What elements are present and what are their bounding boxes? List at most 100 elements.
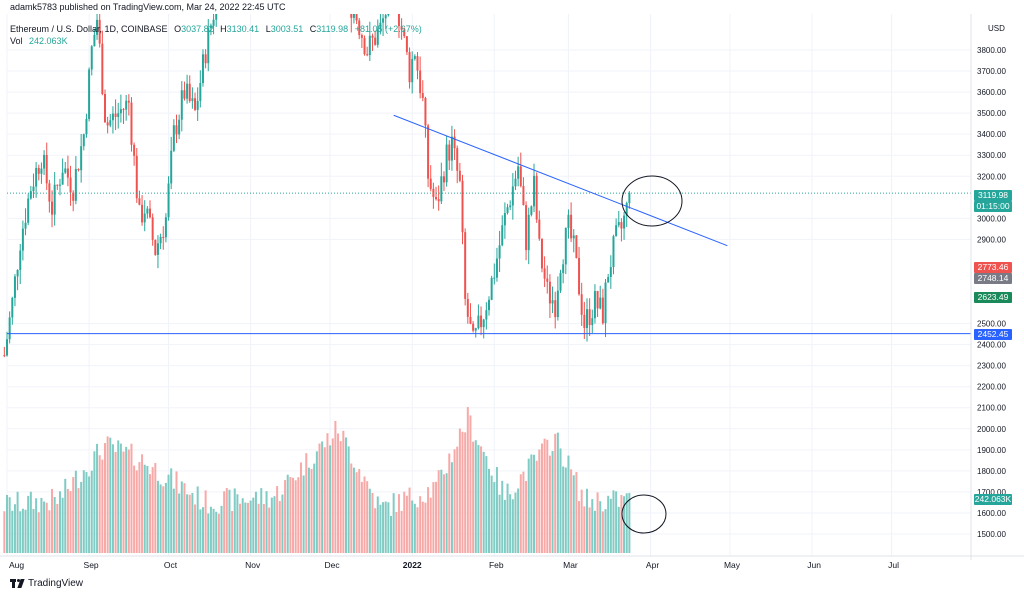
volume-bar	[384, 501, 387, 553]
volume-bar	[315, 451, 318, 553]
volume-bar	[511, 499, 514, 553]
candle-body	[143, 213, 146, 223]
currency-label[interactable]: USD	[988, 24, 1005, 33]
candle-body	[593, 291, 596, 319]
y-tick-label: 1800.00	[977, 467, 1006, 476]
candle-body	[8, 317, 11, 340]
candle-body	[151, 217, 154, 240]
volume-bar	[509, 494, 512, 553]
candle-body	[51, 201, 54, 215]
volume-bar	[363, 476, 366, 553]
candle-body	[387, 14, 390, 16]
volume-bar	[56, 503, 59, 553]
time-axis[interactable]: Aug Sep Oct Nov Dec 2022 Feb Mar Apr May Jun Jul	[9, 560, 899, 570]
price-circle-annotation[interactable]	[621, 175, 683, 227]
volume-bar	[419, 496, 422, 553]
candle-body	[556, 290, 559, 318]
volume-bar	[66, 488, 69, 553]
volume-bar	[180, 481, 183, 553]
candle-body	[141, 204, 144, 223]
candle-body	[43, 154, 46, 169]
volume-bar	[268, 507, 271, 553]
volume-bar	[141, 454, 144, 553]
volume-bar	[143, 464, 146, 553]
volume-bar	[156, 480, 159, 553]
candle-body	[96, 19, 99, 35]
volume-bar	[278, 501, 281, 553]
candle-body	[371, 35, 374, 38]
volume-bar	[223, 491, 226, 553]
open-label: O	[174, 24, 182, 34]
x-tick-label: Jul	[888, 560, 899, 570]
volume-bar	[247, 502, 249, 553]
trendline[interactable]	[393, 114, 728, 247]
candle-body	[3, 355, 6, 357]
volume-bar	[106, 436, 109, 553]
volume-bar	[159, 484, 162, 553]
candle-body	[427, 125, 430, 179]
volume-bar	[122, 451, 125, 553]
y-tick-label: 3700.00	[977, 67, 1006, 76]
volume-bar	[183, 483, 186, 553]
volume-circle-annotation[interactable]	[621, 494, 667, 534]
volume-bar	[24, 509, 27, 553]
volume-bar	[175, 471, 178, 553]
candle-body	[98, 19, 101, 44]
volume-bar	[252, 497, 255, 553]
candle-body	[209, 25, 212, 29]
volume-bar	[231, 511, 234, 553]
volume-bar	[554, 433, 557, 553]
x-tick-label: May	[724, 560, 741, 570]
tradingview-logo[interactable]: TradingView	[10, 578, 83, 589]
candle-body	[527, 214, 530, 251]
candle-body	[567, 214, 570, 229]
volume-bar	[596, 492, 599, 553]
candle-body	[442, 176, 445, 183]
candle-body	[374, 37, 377, 45]
candle-body	[503, 213, 506, 226]
volume-bar	[435, 481, 438, 553]
candle-body	[421, 93, 424, 98]
candle-body	[562, 264, 565, 274]
volume-bar	[313, 463, 316, 553]
candle-body	[583, 314, 586, 328]
volume-bar	[191, 492, 194, 553]
candle-body	[533, 175, 536, 207]
candle-body	[80, 146, 83, 171]
volume-bar	[440, 469, 443, 553]
y-tick-label: 3800.00	[977, 46, 1006, 55]
support-badge: 2452.45	[974, 329, 1012, 340]
candle-body	[551, 300, 554, 304]
y-tick-label: 3200.00	[977, 172, 1006, 181]
volume-bar	[16, 491, 19, 553]
volume-bar	[548, 455, 551, 553]
candle-body	[538, 219, 541, 239]
volume-bar	[442, 474, 445, 553]
candle-body	[411, 58, 414, 83]
volume-bar	[607, 495, 610, 553]
volume-bar	[538, 449, 541, 553]
volume-bar	[326, 433, 329, 553]
volume-bar	[474, 440, 477, 553]
vol-value: 242.063K	[29, 36, 68, 46]
volume-bar	[265, 491, 268, 553]
candle-body	[138, 198, 141, 205]
volume-bar	[96, 443, 99, 553]
volume-bar	[19, 511, 22, 553]
volume-bar	[241, 498, 244, 553]
volume-bar	[556, 432, 559, 553]
volume-bar	[27, 495, 30, 553]
candle-body	[519, 166, 522, 187]
price-axis[interactable]: 3800.00 3700.00 3600.00 3500.00 3400.00 3300.…	[977, 46, 1006, 539]
volume-bar	[572, 475, 575, 553]
volume-bar	[453, 449, 456, 553]
volume-bar	[130, 443, 133, 553]
volume-bar	[90, 470, 93, 553]
volume-bar	[292, 477, 295, 553]
candle-body	[350, 14, 353, 18]
close-value: 3119.98	[316, 24, 349, 34]
candle-body	[127, 100, 130, 103]
volume-bar	[437, 470, 440, 553]
candle-body	[474, 328, 477, 331]
